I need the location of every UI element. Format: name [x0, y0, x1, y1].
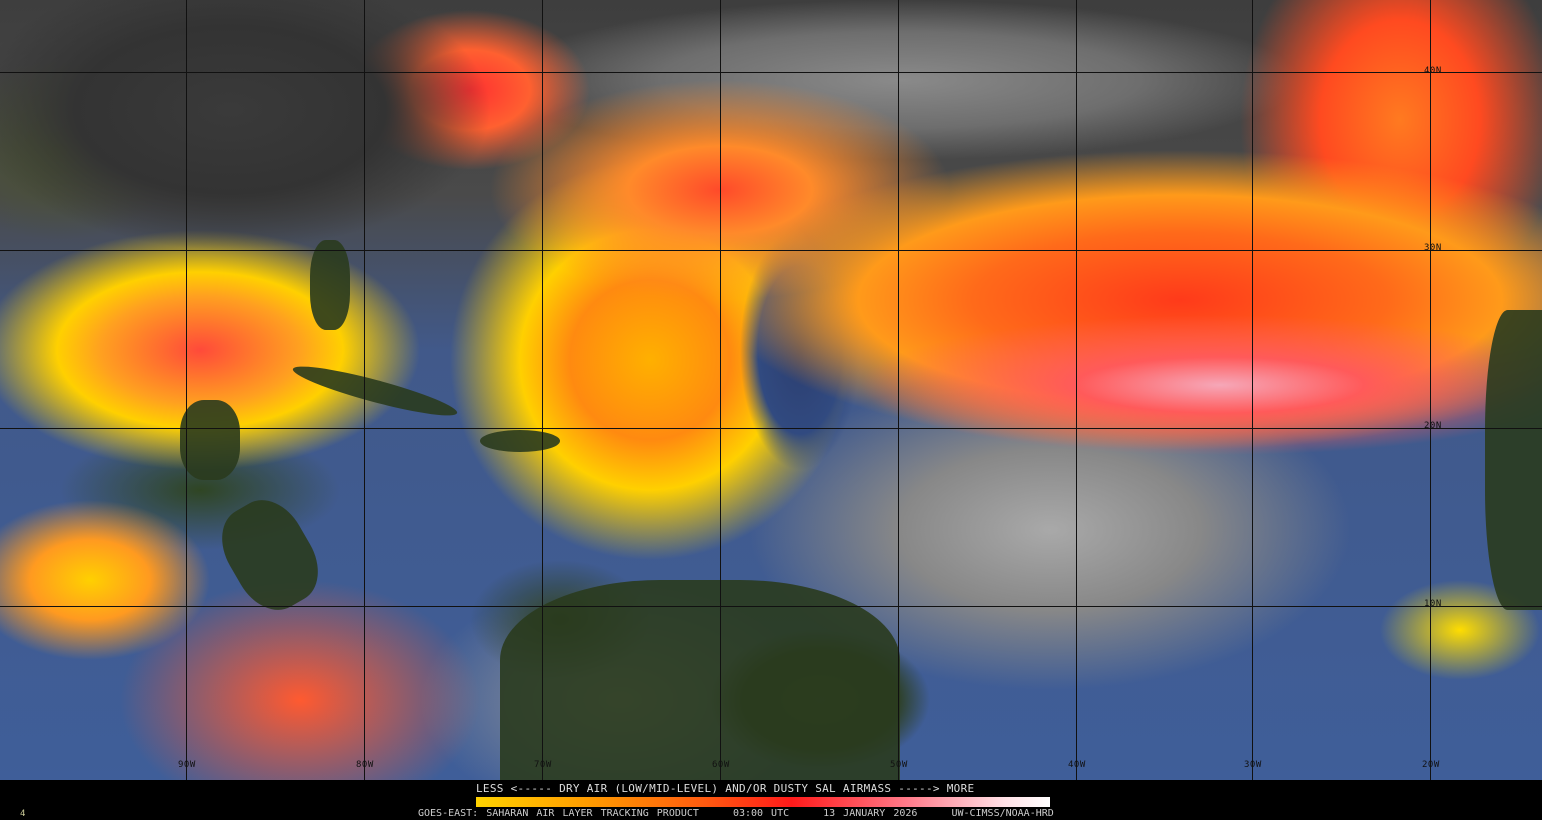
parallel-line	[0, 428, 1542, 429]
meridian-line	[364, 0, 365, 780]
corner-mark: 4	[20, 809, 26, 819]
land-africa	[1485, 310, 1542, 610]
land-yucatan	[180, 400, 240, 480]
color-scale-bar	[476, 797, 1050, 807]
meridian-line	[542, 0, 543, 780]
credit: UW-CIMSS/NOAA-HRD	[951, 808, 1054, 819]
longitude-label: 60W	[712, 760, 730, 770]
legend-title: LESS <----- DRY AIR (LOW/MID-LEVEL) AND/…	[476, 782, 975, 795]
land-cuba	[290, 358, 460, 424]
latitude-label: 20N	[1424, 421, 1442, 431]
time-stamp: 03:00 UTC	[732, 808, 790, 819]
parallel-line	[0, 250, 1542, 251]
longitude-label: 20W	[1422, 760, 1440, 770]
parallel-line	[0, 606, 1542, 607]
longitude-label: 30W	[1244, 760, 1262, 770]
parallel-line	[0, 72, 1542, 73]
land-florida	[310, 240, 350, 330]
product-footer: GOES-EAST: SAHARAN AIR LAYER TRACKING PR…	[418, 808, 1088, 819]
satellite-map: 90W 80W 70W 60W 50W 40W 30W 20W 40N 30N …	[0, 0, 1542, 780]
latitude-label: 30N	[1424, 243, 1442, 253]
meridian-line	[1252, 0, 1253, 780]
longitude-label: 70W	[534, 760, 552, 770]
longitude-label: 50W	[890, 760, 908, 770]
meridian-line	[720, 0, 721, 780]
land-hispaniola	[480, 430, 560, 452]
meridian-line	[1076, 0, 1077, 780]
meridian-line	[898, 0, 899, 780]
longitude-label: 80W	[356, 760, 374, 770]
land-south-america	[500, 580, 900, 780]
latitude-label: 40N	[1424, 66, 1442, 76]
longitude-label: 40W	[1068, 760, 1086, 770]
meridian-line	[186, 0, 187, 780]
date-stamp: 13 JANUARY 2026	[823, 808, 918, 819]
longitude-label: 90W	[178, 760, 196, 770]
land-central-america	[207, 487, 333, 623]
meridian-line	[1430, 0, 1431, 780]
latitude-label: 10N	[1424, 599, 1442, 609]
satellite-product: GOES-EAST: SAHARAN AIR LAYER TRACKING PR…	[418, 808, 699, 819]
